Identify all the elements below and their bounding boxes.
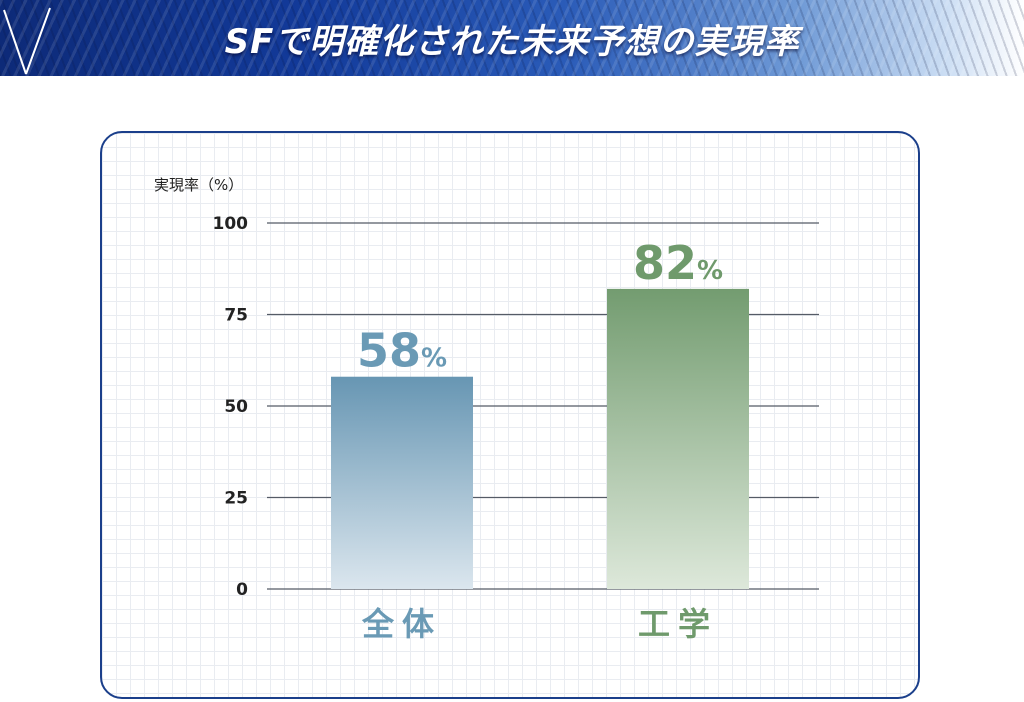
y-axis-title: 実現率（%） <box>154 176 243 194</box>
page-title: SFで明確化された未来予想の実現率 <box>224 22 800 62</box>
bar-value-label: 58% <box>357 324 447 378</box>
x-category-label: 全体 <box>361 605 442 643</box>
y-tick-label: 0 <box>236 580 248 600</box>
chart-panel: 実現率（%） 0 25 50 75 100 58% 全体 82% 工学 <box>100 131 920 699</box>
x-category-label: 工学 <box>638 605 718 643</box>
bar-overall <box>331 376 473 589</box>
y-tick-label: 75 <box>224 306 248 326</box>
y-tick-label: 100 <box>213 214 249 234</box>
bar-value-label: 82% <box>633 236 723 290</box>
y-tick-label: 50 <box>224 397 248 417</box>
bar-engineering <box>607 288 749 589</box>
bar-chart: 実現率（%） 0 25 50 75 100 58% 全体 82% 工学 <box>154 176 819 643</box>
banner-slash-decoration <box>3 7 51 75</box>
y-tick-label: 25 <box>224 489 248 509</box>
header-banner: SFで明確化された未来予想の実現率 <box>0 0 1024 76</box>
